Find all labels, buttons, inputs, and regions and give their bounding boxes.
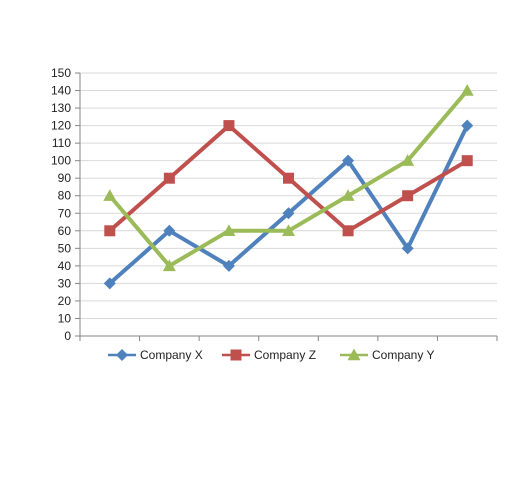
- y-tick-label: 40: [58, 259, 72, 273]
- data-point: [103, 189, 117, 201]
- series-company-y: [103, 84, 474, 272]
- y-tick-label: 20: [58, 294, 72, 308]
- legend-label: Company X: [140, 348, 203, 362]
- data-point: [163, 172, 175, 184]
- legend-label: Company Z: [254, 348, 316, 362]
- series-company-x: [103, 119, 474, 290]
- y-tick-label: 30: [58, 276, 72, 290]
- y-tick-label: 100: [51, 154, 71, 168]
- legend-swatch-marker: [116, 349, 128, 361]
- data-point: [461, 119, 474, 132]
- data-point: [103, 277, 116, 290]
- y-tick-label: 60: [58, 224, 72, 238]
- y-tick-label: 80: [58, 189, 72, 203]
- data-point: [460, 84, 474, 96]
- axes: 0 10 20 30 40 50 60 70 80 90 100 110 120 130 140 150: [51, 66, 498, 343]
- data-point: [282, 224, 295, 236]
- y-tick-label: 110: [52, 136, 71, 150]
- data-point: [163, 224, 176, 237]
- y-tick-label: 50: [58, 241, 72, 255]
- y-tick-label: 10: [58, 311, 72, 325]
- y-tick-label: 130: [51, 101, 71, 115]
- legend-item: Company Y: [340, 348, 434, 362]
- data-point: [342, 154, 355, 167]
- data-point: [401, 242, 414, 255]
- legend-swatch-marker: [347, 348, 361, 361]
- legend-item: Company X: [108, 348, 203, 362]
- y-tick-label: 120: [51, 119, 71, 133]
- legend: Company X Company Z Company Y: [108, 348, 434, 362]
- data-point: [402, 190, 414, 202]
- legend-item: Company Z: [222, 348, 316, 362]
- y-tick-label: 70: [58, 206, 72, 220]
- y-tick-label: 140: [51, 84, 71, 98]
- data-point: [162, 259, 176, 272]
- data-point: [461, 155, 473, 167]
- data-point: [401, 154, 415, 166]
- series-company-z: [104, 120, 473, 237]
- data-point: [283, 172, 294, 184]
- data-point: [282, 207, 295, 220]
- y-tick-label: 0: [64, 329, 71, 343]
- legend-swatch-marker: [230, 349, 242, 361]
- series-group: [103, 84, 474, 290]
- y-tick-label: 150: [51, 66, 71, 80]
- data-point: [223, 120, 235, 132]
- data-point: [222, 259, 235, 272]
- data-point: [222, 224, 236, 236]
- data-point: [104, 225, 116, 237]
- data-point: [341, 189, 355, 201]
- y-tick-label: 90: [58, 171, 72, 185]
- data-point: [342, 225, 354, 237]
- legend-label: Company Y: [372, 348, 434, 362]
